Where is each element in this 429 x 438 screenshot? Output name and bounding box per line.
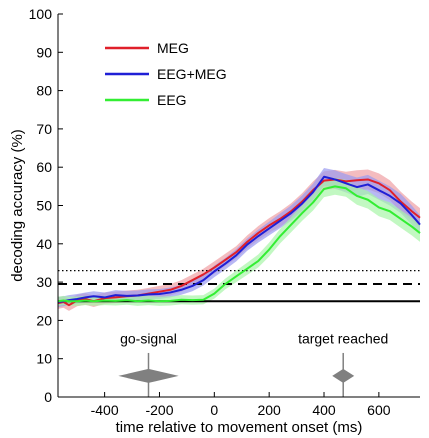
y-tick-label: 20 <box>36 312 52 328</box>
band-eeg-meg <box>58 167 420 307</box>
x-tick-label: -200 <box>145 402 173 418</box>
x-axis-label: time relative to movement onset (ms) <box>116 419 363 436</box>
y-tick-label: 60 <box>36 159 52 175</box>
series-line-meg <box>57 178 421 307</box>
confidence-bands <box>58 167 420 311</box>
y-tick-label: 10 <box>36 351 52 367</box>
marker-diamond-go-signal <box>118 368 179 383</box>
x-tick-label: 200 <box>257 402 281 418</box>
y-tick-label: 40 <box>36 236 52 252</box>
x-tick-label: 400 <box>312 402 336 418</box>
series-line-eeg-meg <box>57 175 421 304</box>
event-annotations: go-signal target reached <box>118 330 388 397</box>
x-tick-label: 600 <box>367 402 391 418</box>
legend-label-meg: MEG <box>157 40 189 56</box>
y-tick-label: 90 <box>36 44 52 60</box>
legend-label-eeg: EEG <box>157 92 187 108</box>
x-tick-label: -400 <box>91 402 119 418</box>
legend: MEG EEG+MEG EEG <box>105 40 227 108</box>
y-tick-label: 70 <box>36 121 52 137</box>
y-tick-label: 50 <box>36 198 52 214</box>
y-tick-label: 80 <box>36 83 52 99</box>
y-tick-label: 30 <box>36 274 52 290</box>
y-tick-label: 100 <box>29 6 53 22</box>
tick-labels: 0 10 20 30 40 50 60 70 80 90 100 -400 -200 0 200 400 600 <box>29 6 391 418</box>
x-tick-label: 0 <box>210 402 218 418</box>
band-eeg <box>58 177 420 306</box>
marker-diamond-target-reached <box>332 368 355 383</box>
y-tick-label: 0 <box>44 389 52 405</box>
series-line-eeg <box>57 185 421 303</box>
annotation-label-target-reached: target reached <box>298 330 388 346</box>
legend-label-eeg-meg: EEG+MEG <box>157 66 227 82</box>
annotation-label-go-signal: go-signal <box>120 330 177 346</box>
axes <box>57 13 420 398</box>
series-lines <box>57 175 421 307</box>
y-axis-label: decoding accuracy (%) <box>9 129 26 282</box>
